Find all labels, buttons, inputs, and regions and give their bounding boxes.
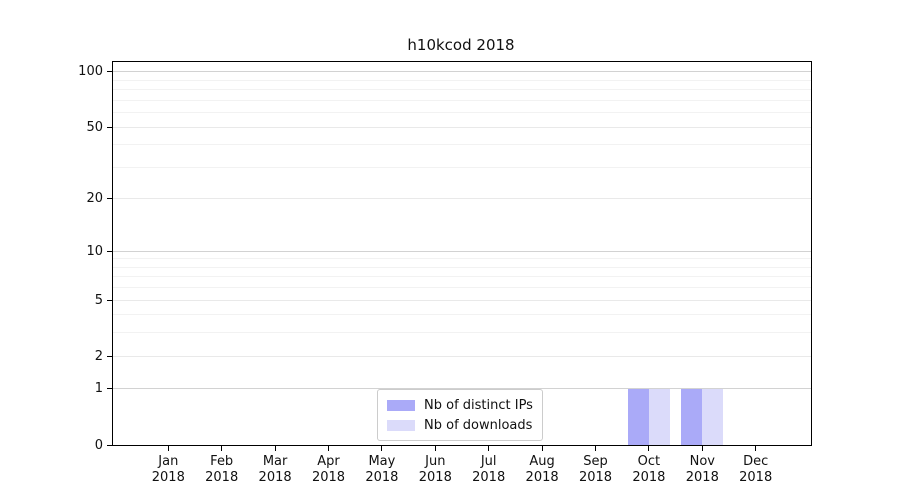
x-tick-label-line: 2018 (578, 470, 613, 485)
y-axis-tick (107, 251, 112, 252)
x-tick-label-line: 2018 (525, 470, 559, 485)
y-axis-tick (107, 198, 112, 199)
gridline (113, 356, 811, 357)
x-tick-label-line: 2018 (632, 470, 666, 485)
x-axis-tick (488, 446, 489, 451)
y-axis-tick (107, 356, 112, 357)
y-axis-tick (107, 388, 112, 389)
x-tick-label: Sep 2018 (564, 454, 628, 486)
x-tick-label: Jun 2018 (403, 454, 467, 486)
gridline (113, 314, 811, 315)
x-tick-label-line: Jan (158, 454, 179, 469)
x-tick-label: Mar 2018 (243, 454, 307, 486)
y-axis-tick (107, 445, 112, 446)
x-tick-label-line: 2018 (311, 470, 346, 485)
x-tick-label-line: 2018 (418, 470, 452, 485)
y-tick-label: 10 (86, 243, 103, 259)
gridline (113, 251, 811, 252)
gridline (113, 127, 811, 128)
gridline (113, 287, 811, 288)
chart-title: h10kcod 2018 (407, 36, 515, 54)
y-tick-label: 5 (94, 292, 103, 308)
gridline (113, 112, 811, 113)
gridline (113, 144, 811, 145)
y-tick-label: 50 (86, 119, 103, 135)
x-tick-label-line: Jun (425, 454, 446, 469)
legend: Nb of distinct IPs Nb of downloads (377, 389, 543, 441)
x-tick-label-line: 2018 (151, 470, 185, 485)
gridline (113, 71, 811, 72)
x-tick-label: Apr 2018 (297, 454, 361, 486)
x-tick-label: Nov 2018 (670, 454, 734, 486)
x-tick-label-line: Sep (583, 454, 608, 469)
gridline (113, 276, 811, 277)
y-axis-tick (107, 300, 112, 301)
y-axis-tick (107, 127, 112, 128)
x-tick-label-line: 2018 (365, 470, 399, 485)
bar-distinct-ips (627, 388, 649, 445)
legend-item: Nb of downloads (387, 415, 533, 435)
x-tick-label: Feb 2018 (190, 454, 254, 486)
legend-label: Nb of downloads (424, 417, 533, 433)
bar-downloads (648, 388, 670, 445)
x-tick-label-line: 2018 (739, 470, 773, 485)
x-tick-label-line: Apr (317, 454, 340, 469)
x-tick-label-line: Nov (689, 454, 715, 469)
y-tick-label: 20 (86, 191, 103, 207)
legend-item: Nb of distinct IPs (387, 395, 533, 415)
x-tick-label-line: Feb (210, 454, 234, 469)
x-tick-label: Dec 2018 (724, 454, 788, 486)
x-tick-label-line: 2018 (258, 470, 292, 485)
x-tick-label-line: Aug (529, 454, 555, 469)
x-axis-tick (381, 446, 382, 451)
y-tick-label: 2 (94, 348, 103, 364)
y-tick-label: 0 (94, 437, 103, 453)
gridline (113, 332, 811, 333)
x-axis-tick (702, 446, 703, 451)
x-tick-label: Jul 2018 (457, 454, 521, 486)
gridline (113, 258, 811, 259)
y-tick-label: 100 (78, 64, 103, 80)
x-tick-label-line: Jul (480, 454, 497, 469)
legend-label: Nb of distinct IPs (424, 397, 533, 413)
x-axis-tick (648, 446, 649, 451)
gridline (113, 388, 811, 389)
x-tick-label-line: Mar (262, 454, 288, 469)
gridline (113, 89, 811, 90)
x-tick-label: May 2018 (350, 454, 414, 486)
x-tick-label-line: Oct (637, 454, 661, 469)
x-tick-label-line: 2018 (205, 470, 239, 485)
legend-swatch (387, 419, 415, 431)
y-tick-label: 1 (94, 381, 103, 397)
x-tick-label: Oct 2018 (617, 454, 681, 486)
gridline (113, 198, 811, 199)
gridline (113, 300, 811, 301)
x-axis-tick (755, 446, 756, 451)
x-axis-tick (275, 446, 276, 451)
gridline (113, 80, 811, 81)
bar-distinct-ips (681, 388, 703, 445)
x-tick-label-line: Dec (743, 454, 769, 469)
x-tick-label-line: 2018 (472, 470, 506, 485)
x-tick-label-line: May (368, 454, 396, 469)
x-tick-label-line: 2018 (685, 470, 719, 485)
x-axis-tick (435, 446, 436, 451)
x-tick-label: Jan 2018 (136, 454, 200, 486)
x-axis-tick (542, 446, 543, 451)
y-axis-tick (107, 71, 112, 72)
x-tick-label: Aug 2018 (510, 454, 574, 486)
x-axis-tick (328, 446, 329, 451)
gridline (113, 100, 811, 101)
x-axis-tick (221, 446, 222, 451)
gridline (113, 267, 811, 268)
plot-area: 0 1 2 5 10 20 50 100 Jan 2018 Feb 2018 Mar 2018 Apr 201… (78, 61, 812, 485)
bar-downloads (702, 388, 724, 445)
x-axis-tick (595, 446, 596, 451)
gridline (113, 167, 811, 168)
x-axis-tick (168, 446, 169, 451)
legend-swatch (387, 399, 415, 411)
